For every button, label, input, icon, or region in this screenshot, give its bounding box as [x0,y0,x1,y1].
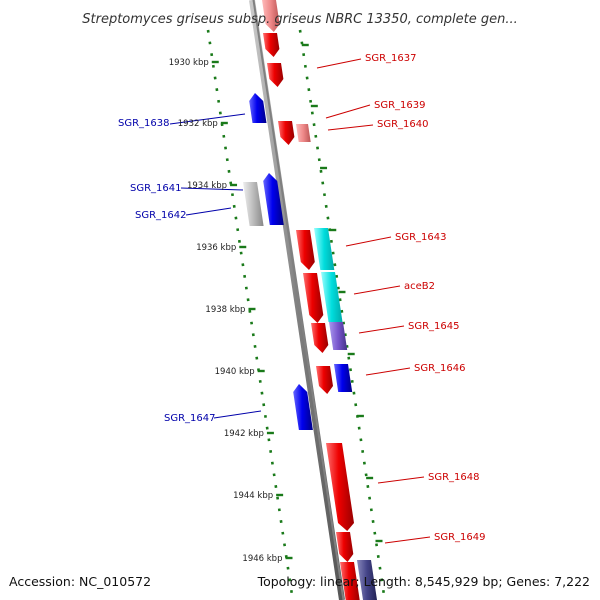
right-track-guide [298,29,386,596]
tick-label: 1942 kbp [224,429,264,439]
leader-line [169,113,246,125]
tick-marks [211,43,383,560]
leader-line [316,58,362,69]
tick-label: 1932 kbp [178,119,218,129]
gene-labels[interactable]: SGR_1637 SGR_1638 SGR_1639 SGR_1640 SGR_1641… [118,53,486,543]
label-leaders [169,58,431,544]
leader-line [353,285,401,295]
leader-line [180,187,244,191]
gene-glyph-aceb2b[interactable] [321,272,343,322]
leader-line [365,367,411,376]
tick-label: 1930 kbp [169,58,209,68]
gene-glyph-sgr-1648[interactable] [326,443,354,531]
gene-glyph-top-1[interactable] [262,0,280,32]
gene-glyph-sgr-1646b[interactable] [334,364,353,392]
gene-label-sgr-1641[interactable]: SGR_1641 [130,183,182,194]
tick-label: 1946 kbp [242,554,282,564]
gene-glyph-sgr-1645b[interactable] [329,322,348,350]
page-title: Streptomyces griseus subsp. griseus NBRC… [82,12,517,27]
gene-glyph-sgr-1640[interactable] [296,124,311,142]
gene-glyph-sgr-1642[interactable] [263,173,284,225]
gene-label-aceb2[interactable]: aceB2 [404,281,435,292]
gene-glyph-sgr-1637b[interactable] [267,63,284,87]
gene-glyph-aceb2a[interactable] [303,273,324,323]
leader-line [377,476,425,484]
tick-label: 1938 kbp [205,305,245,315]
backbone-core [252,0,345,600]
gene-glyph-sgr-1646a[interactable] [316,366,333,394]
chromosome-backbone [249,0,345,600]
gene-label-sgr-1643[interactable]: SGR_1643 [395,232,447,243]
tick-label: 1944 kbp [233,491,273,501]
gene-glyph-sgr-1639[interactable] [278,121,295,145]
gene-label-sgr-1646[interactable]: SGR_1646 [414,363,466,374]
gene-label-sgr-1637[interactable]: SGR_1637 [365,53,417,64]
leader-line [325,104,371,119]
tick-label: 1940 kbp [215,367,255,377]
gene-glyph-sgr-1649[interactable] [336,532,354,562]
gene-glyph-bottom-2[interactable] [357,560,377,600]
gene-label-sgr-1640[interactable]: SGR_1640 [377,119,429,130]
accession-text: Accession: NC_010572 [9,574,151,589]
gene-label-sgr-1645[interactable]: SGR_1645 [408,321,460,332]
gene-label-sgr-1639[interactable]: SGR_1639 [374,100,426,111]
gene-glyph-sgr-1647[interactable] [293,384,313,430]
leader-line [327,124,374,131]
gene-glyph-sgr-1641[interactable] [243,182,264,226]
gene-glyph-sgr-1643a[interactable] [296,230,315,270]
gene-track[interactable] [243,0,377,600]
gene-label-sgr-1649[interactable]: SGR_1649 [434,532,486,543]
leader-line [384,536,431,544]
leader-line [185,207,232,216]
summary-text: Topology: linear; Length: 8,545,929 bp; … [257,574,590,589]
leader-line [358,325,405,334]
gene-label-sgr-1638[interactable]: SGR_1638 [118,118,170,129]
leader-line [213,410,262,419]
gene-glyph-sgr-1638[interactable] [249,93,267,123]
gene-glyph-sgr-1637a[interactable] [263,33,280,57]
gene-label-sgr-1642[interactable]: SGR_1642 [135,210,187,221]
gene-glyph-sgr-1643b[interactable] [314,228,335,270]
gene-label-sgr-1648[interactable]: SGR_1648 [428,472,480,483]
gene-label-sgr-1647[interactable]: SGR_1647 [164,413,216,424]
leader-line [345,236,392,247]
tick-labels: 1930 kbp 1932 kbp 1934 kbp 1936 kbp 1938 kbp… [169,58,283,564]
gene-glyph-sgr-1645a[interactable] [311,323,329,353]
gene-glyph-bottom-1[interactable] [340,562,360,600]
tick-label: 1934 kbp [187,181,227,191]
backbone-line [249,0,345,600]
tick-label: 1936 kbp [196,243,236,253]
